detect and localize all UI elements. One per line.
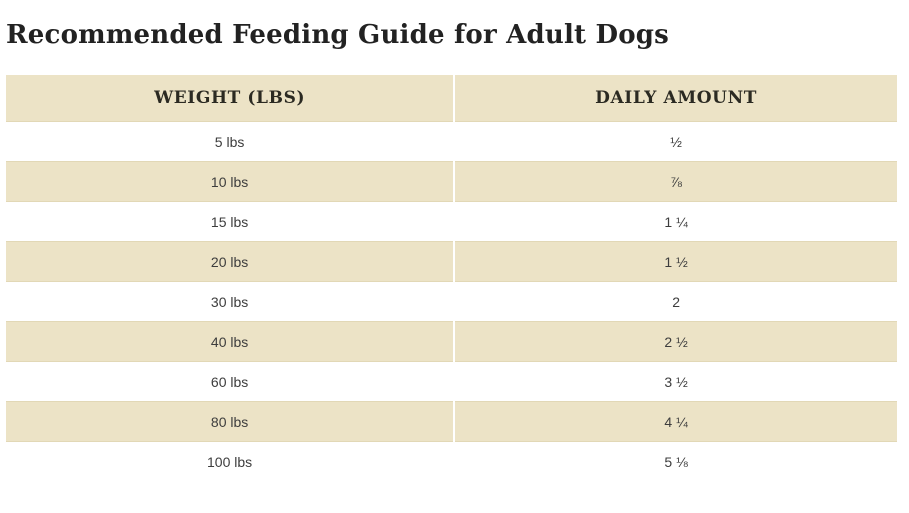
table-body: 5 lbs ½ 10 lbs ⅞ 15 lbs 1 ¼ 20 lbs 1 ½ 3…: [6, 121, 897, 482]
amount-cell: 1 ¼: [454, 201, 897, 242]
table-row: 40 lbs 2 ½: [6, 321, 897, 363]
table-row: 5 lbs ½: [6, 121, 897, 162]
header-row: WEIGHT (LBS) DAILY AMOUNT: [6, 74, 897, 123]
feeding-guide-page: Recommended Feeding Guide for Adult Dogs…: [0, 21, 909, 482]
amount-cell: 4 ¼: [454, 401, 897, 443]
feeding-guide-table: WEIGHT (LBS) DAILY AMOUNT 5 lbs ½ 10 lbs…: [6, 74, 897, 482]
table-row: 20 lbs 1 ½: [6, 241, 897, 283]
weight-cell: 20 lbs: [6, 241, 456, 283]
weight-cell: 40 lbs: [6, 321, 456, 363]
table-row: 80 lbs 4 ¼: [6, 401, 897, 443]
weight-cell: 100 lbs: [6, 441, 456, 482]
weight-cell: 5 lbs: [6, 121, 456, 162]
amount-cell: 2 ½: [454, 321, 897, 363]
table-row: 10 lbs ⅞: [6, 161, 897, 203]
page-title: Recommended Feeding Guide for Adult Dogs: [6, 20, 669, 50]
table-row: 100 lbs 5 ⅛: [6, 441, 897, 482]
table-row: 30 lbs 2: [6, 281, 897, 322]
column-header-daily-amount: DAILY AMOUNT: [454, 74, 897, 123]
column-header-weight: WEIGHT (LBS): [6, 74, 456, 123]
amount-cell: 3 ½: [454, 361, 897, 402]
table-header: WEIGHT (LBS) DAILY AMOUNT: [6, 74, 897, 123]
weight-cell: 10 lbs: [6, 161, 456, 203]
weight-cell: 60 lbs: [6, 361, 456, 402]
table-row: 60 lbs 3 ½: [6, 361, 897, 402]
weight-cell: 80 lbs: [6, 401, 456, 443]
weight-cell: 15 lbs: [6, 201, 456, 242]
amount-cell: 1 ½: [454, 241, 897, 283]
amount-cell: ⅞: [454, 161, 897, 203]
table-row: 15 lbs 1 ¼: [6, 201, 897, 242]
amount-cell: 2: [454, 281, 897, 322]
amount-cell: 5 ⅛: [454, 441, 897, 482]
weight-cell: 30 lbs: [6, 281, 456, 322]
amount-cell: ½: [454, 121, 897, 162]
